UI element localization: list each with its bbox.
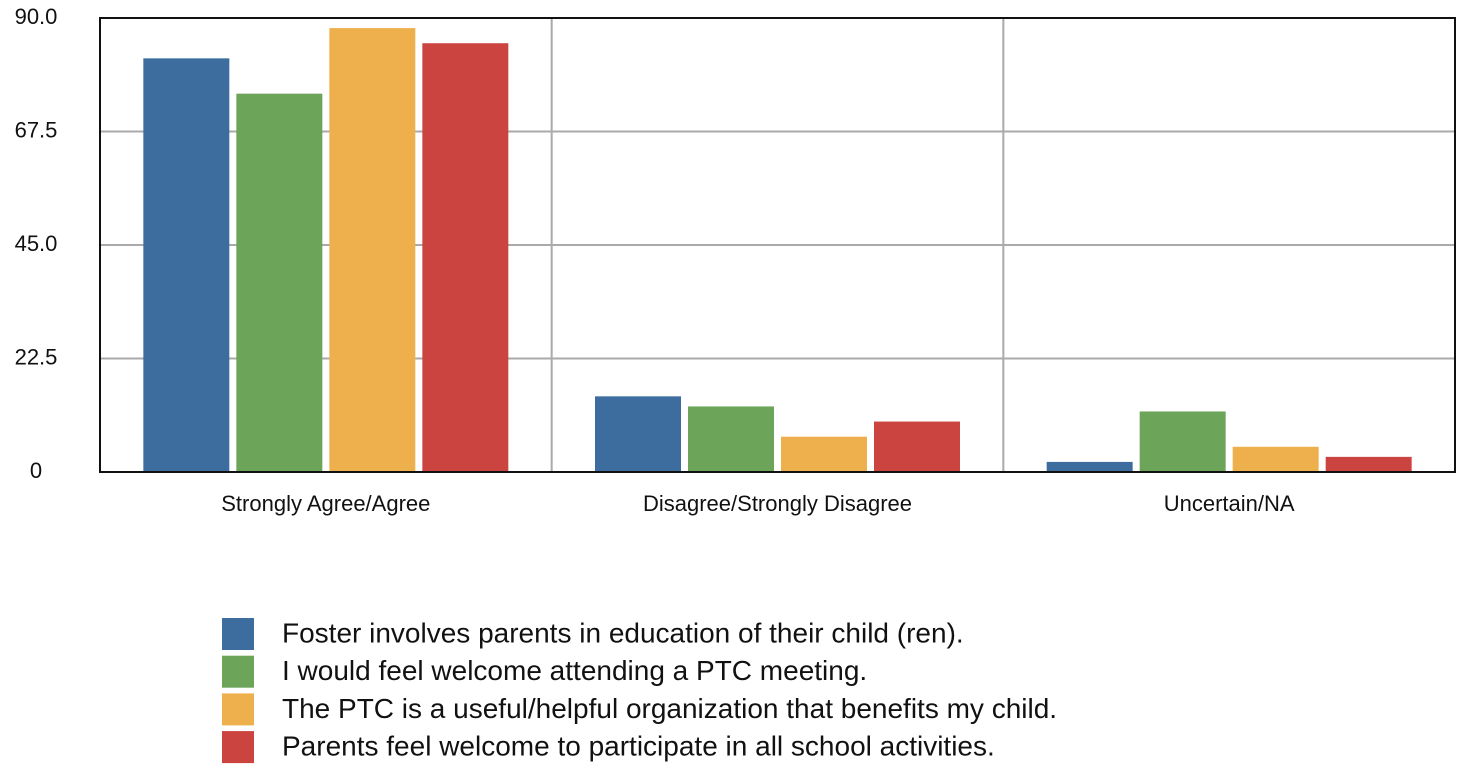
bar <box>595 396 681 472</box>
plot-frame <box>99 17 1456 473</box>
bar <box>1325 456 1412 472</box>
legend-label: I would feel welcome attending a PTC mee… <box>282 655 867 686</box>
y-tick-label: 45.0 <box>15 231 58 256</box>
legend-swatch <box>222 618 254 650</box>
y-tick-label: 22.5 <box>15 344 58 369</box>
y-tick-label: 67.5 <box>15 117 58 142</box>
bar <box>781 436 867 472</box>
bar <box>688 406 774 472</box>
bar <box>422 43 509 472</box>
legend-label: The PTC is a useful/helpful organization… <box>282 693 1057 724</box>
x-tick-label: Strongly Agree/Agree <box>221 491 430 516</box>
legend-swatch <box>222 693 254 726</box>
legend-swatch <box>222 655 254 688</box>
bar <box>236 93 323 473</box>
x-tick-label: Disagree/Strongly Disagree <box>643 491 912 516</box>
bar <box>1046 461 1133 472</box>
legend-label: Parents feel welcome to participate in a… <box>282 730 995 761</box>
bar <box>143 58 230 472</box>
y-tick-label: 90.0 <box>15 4 58 29</box>
bar <box>329 28 416 472</box>
x-tick-label: Uncertain/NA <box>1164 491 1295 516</box>
legend-label: Foster involves parents in education of … <box>282 617 964 648</box>
bar <box>1139 411 1226 472</box>
bar <box>1232 446 1319 472</box>
legend-swatch <box>222 731 254 764</box>
bar <box>874 421 960 472</box>
y-tick-label: 0 <box>30 458 42 483</box>
